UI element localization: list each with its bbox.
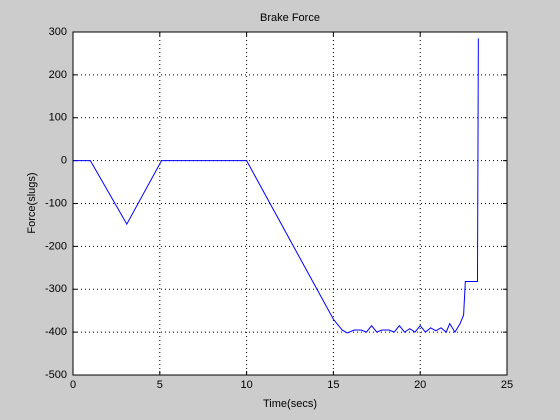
x-tick-label: 5 [157,379,163,391]
y-tick-label: -300 [45,283,67,295]
chart-title: Brake Force [260,12,320,24]
y-tick-label: 300 [49,26,67,38]
x-tick-label: 25 [501,379,513,391]
y-tick-label: -100 [45,197,67,209]
y-tick-label: 0 [61,155,67,167]
x-tick-label: 20 [414,379,426,391]
x-tick-label: 15 [327,379,339,391]
y-tick-label: 200 [49,69,67,81]
y-tick-label: -400 [45,326,67,338]
x-tick-label: 0 [70,379,76,391]
x-tick-label: 10 [240,379,252,391]
plot [73,38,479,334]
axes-box [72,31,508,376]
y-tick-label: -200 [45,240,67,252]
x-axis-label: Time(secs) [263,398,317,410]
y-tick-label: -500 [45,369,67,381]
data-line [73,38,479,334]
y-axis-label: Force(slugs) [26,172,38,233]
y-tick-label: 100 [49,112,67,124]
